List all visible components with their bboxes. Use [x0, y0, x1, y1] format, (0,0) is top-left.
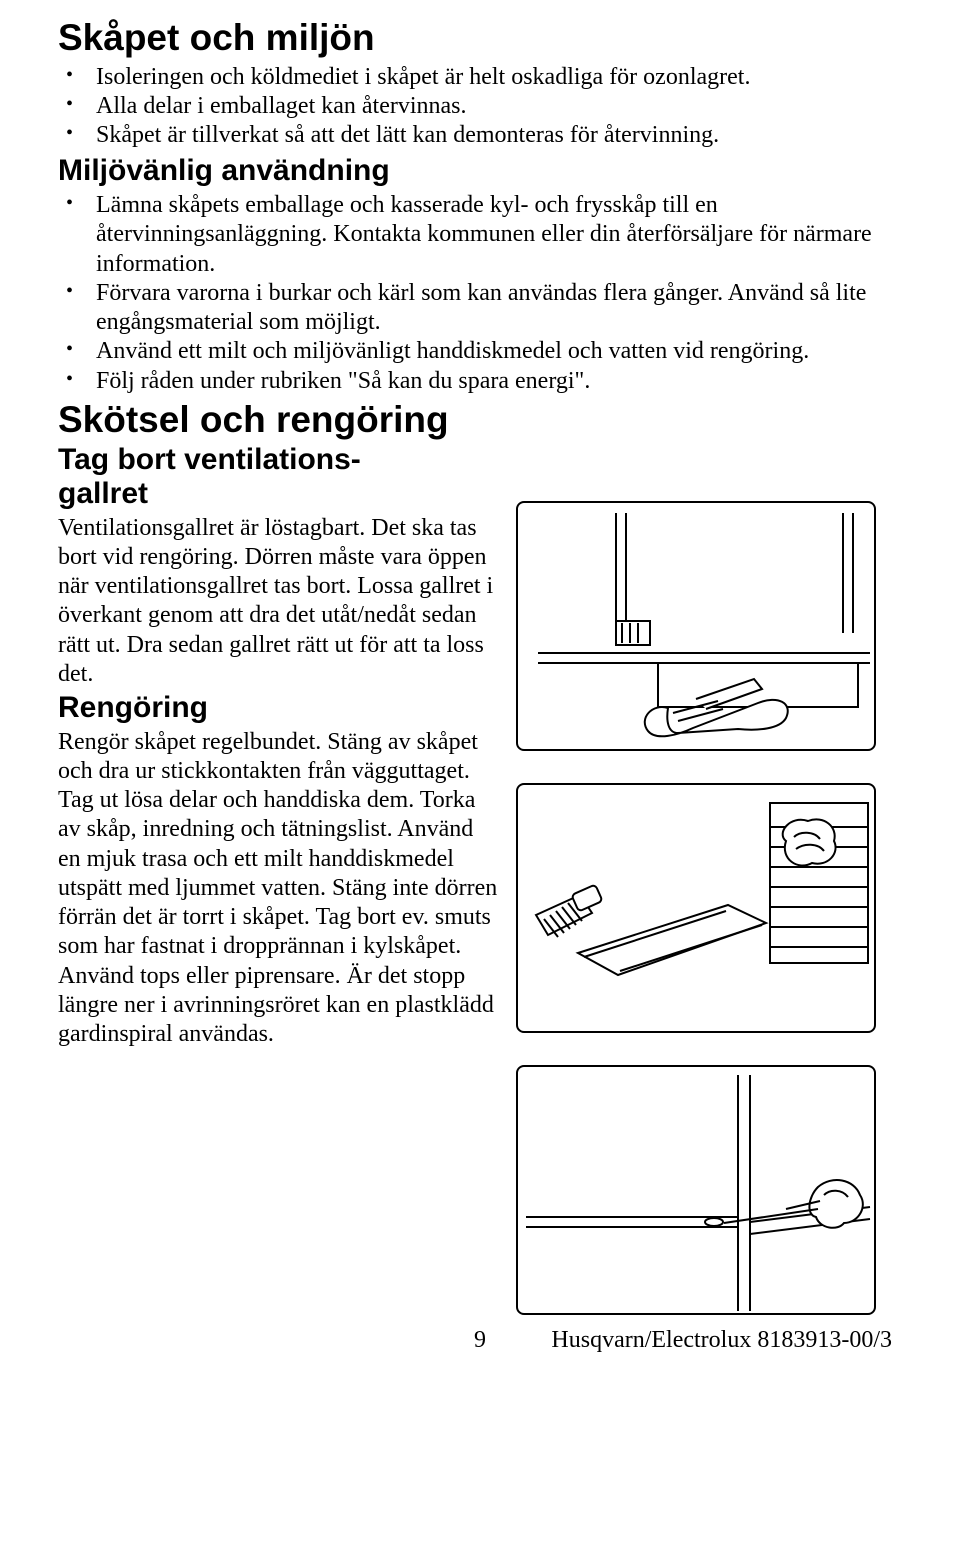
paragraph-grille: Ventilationsgallret är löstagbart. Det s… — [58, 514, 498, 690]
heading-remove-grille: Tag bort ventilations- gallret — [58, 443, 498, 512]
list-item: Skåpet är tillverkat så att det lätt kan… — [58, 121, 902, 150]
heading-eco-use: Miljövänlig användning — [58, 154, 902, 189]
illustration-grille-icon — [518, 503, 876, 751]
figure-wipe-shelf — [516, 783, 876, 1033]
figure-drip-channel — [516, 1065, 876, 1315]
heading-line-2: gallret — [58, 477, 148, 510]
paragraph-cleaning: Rengör skåpet regelbundet. Stäng av skåp… — [58, 728, 498, 1050]
illustration-drip-icon — [518, 1067, 876, 1315]
heading-cleaning: Rengöring — [58, 691, 498, 726]
heading-care-cleaning: Skötsel och rengöring — [58, 400, 902, 441]
list-item: Alla delar i emballaget kan återvinnas. — [58, 92, 902, 121]
bullets-environment: Isoleringen och köldmediet i skåpet är h… — [58, 63, 902, 151]
heading-cabinet-environment: Skåpet och miljön — [58, 18, 902, 59]
illustration-wipe-icon — [518, 785, 876, 1033]
list-item: Lämna skåpets emballage och kasserade ky… — [58, 191, 902, 279]
figure-grille-removal — [516, 501, 876, 751]
doc-code: Husqvarn/Electrolux 8183913-00/3 — [551, 1327, 892, 1354]
list-item: Förvara varorna i burkar och kärl som ka… — [58, 279, 902, 338]
heading-line-1: Tag bort ventilations- — [58, 443, 361, 476]
page-number: 9 — [474, 1327, 486, 1354]
list-item: Följ råden under rubriken "Så kan du spa… — [58, 367, 902, 396]
list-item: Isoleringen och köldmediet i skåpet är h… — [58, 63, 902, 92]
bullets-eco-use: Lämna skåpets emballage och kasserade ky… — [58, 191, 902, 396]
list-item: Använd ett milt och miljövänligt handdis… — [58, 337, 902, 366]
